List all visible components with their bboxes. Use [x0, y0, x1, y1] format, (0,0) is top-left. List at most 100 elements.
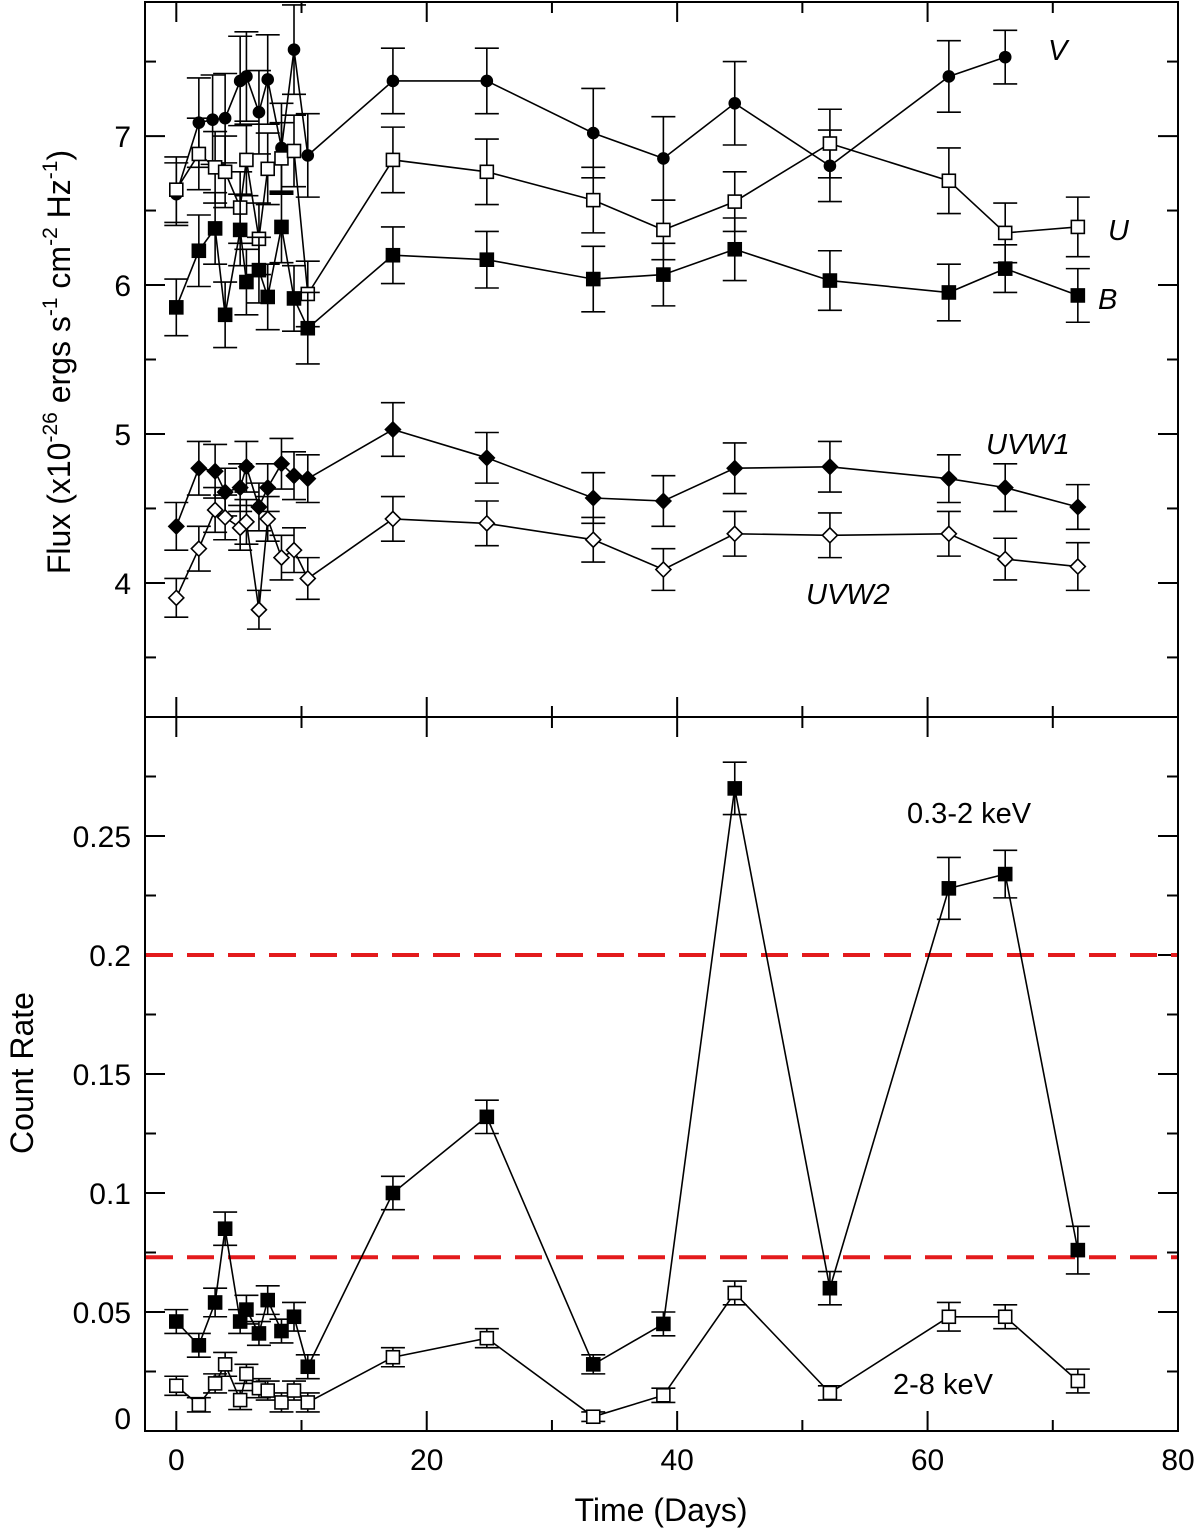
data-point	[274, 219, 289, 235]
x-tick-label: 60	[911, 1444, 944, 1477]
data-point	[169, 300, 184, 315]
data-point	[478, 449, 496, 467]
data-point	[1069, 498, 1087, 516]
data-point	[654, 492, 673, 510]
x-tick-label: 0	[168, 1444, 185, 1477]
data-point	[190, 459, 208, 477]
data-point	[1069, 557, 1087, 576]
data-point	[169, 1378, 184, 1394]
data-point	[726, 459, 744, 477]
data-point	[585, 271, 601, 287]
series-line	[175, 226, 1079, 330]
data-point	[940, 470, 958, 488]
data-point	[260, 161, 276, 177]
data-point	[167, 589, 185, 607]
data-point	[997, 261, 1013, 276]
data-point	[941, 1309, 957, 1325]
data-point	[656, 267, 671, 282]
data-point	[1070, 1373, 1086, 1389]
data-point	[217, 1221, 233, 1236]
data-point	[997, 866, 1013, 882]
data-point	[239, 1366, 254, 1382]
data-point	[274, 1395, 289, 1410]
data-point	[285, 541, 303, 559]
data-point	[821, 458, 839, 476]
data-point	[286, 143, 302, 159]
data-point	[287, 43, 301, 56]
data-point	[584, 489, 602, 507]
data-point	[169, 1314, 184, 1329]
data-point	[300, 1395, 316, 1410]
data-point	[299, 470, 317, 488]
data-point	[998, 50, 1012, 64]
series-label-u: U	[1108, 215, 1130, 247]
data-point	[585, 1409, 601, 1425]
data-point	[259, 510, 277, 528]
data-point	[190, 540, 208, 558]
data-point	[250, 498, 268, 516]
data-point	[232, 222, 248, 238]
data-point	[260, 1292, 276, 1308]
bottom-y-tick-label: 0.1	[89, 1178, 131, 1211]
data-point	[286, 291, 302, 306]
data-point	[941, 173, 957, 189]
data-point	[1070, 219, 1086, 235]
series-line	[175, 508, 1078, 610]
bottom-y-tick-label: 0	[114, 1403, 131, 1436]
data-point	[237, 513, 256, 531]
data-point	[942, 70, 956, 83]
data-point	[385, 247, 401, 263]
data-point	[478, 514, 496, 532]
data-point	[586, 126, 600, 140]
data-point	[217, 307, 233, 323]
series-hard	[164, 1280, 1090, 1425]
data-point	[206, 501, 224, 519]
series-label-b: B	[1098, 284, 1117, 316]
data-point	[585, 192, 601, 208]
data-point	[274, 1323, 289, 1339]
data-point	[301, 149, 315, 162]
data-point	[384, 510, 402, 528]
data-point	[822, 1280, 838, 1296]
series-soft	[164, 761, 1090, 1380]
data-point	[261, 73, 275, 86]
data-point	[207, 221, 223, 236]
data-point	[252, 105, 266, 119]
data-point	[384, 420, 402, 439]
series-label-hard: 2-8 keV	[893, 1369, 994, 1401]
data-point	[260, 1383, 276, 1398]
series-line	[175, 142, 1078, 297]
series-b	[164, 190, 1090, 365]
x-tick-label: 80	[1161, 1444, 1194, 1477]
data-point	[822, 273, 838, 288]
axis-ticks	[145, 2, 1179, 1431]
data-point	[386, 74, 400, 88]
series-label-v: V	[1048, 35, 1070, 67]
data-point	[272, 548, 291, 567]
data-point	[191, 146, 207, 162]
data-point	[585, 1357, 601, 1372]
data-point	[217, 1357, 233, 1372]
data-point	[286, 1383, 302, 1398]
data-point	[822, 1385, 838, 1401]
data-point	[997, 1309, 1013, 1325]
data-point	[274, 151, 289, 166]
data-point	[260, 289, 276, 305]
data-point	[385, 1185, 401, 1201]
data-point	[206, 113, 219, 126]
data-point	[654, 560, 673, 579]
data-point	[727, 1285, 743, 1301]
data-point	[1070, 288, 1086, 303]
data-point	[728, 96, 742, 110]
bottom-y-tick-label: 0.05	[73, 1297, 131, 1330]
data-point	[232, 1314, 248, 1329]
data-point	[1070, 1242, 1086, 1258]
data-point	[822, 136, 838, 151]
data-point	[997, 225, 1013, 241]
data-point	[656, 1388, 671, 1403]
series-label-soft: 0.3-2 keV	[907, 798, 1032, 830]
data-point	[232, 1392, 248, 1408]
data-point	[821, 526, 839, 544]
data-point	[216, 508, 234, 527]
